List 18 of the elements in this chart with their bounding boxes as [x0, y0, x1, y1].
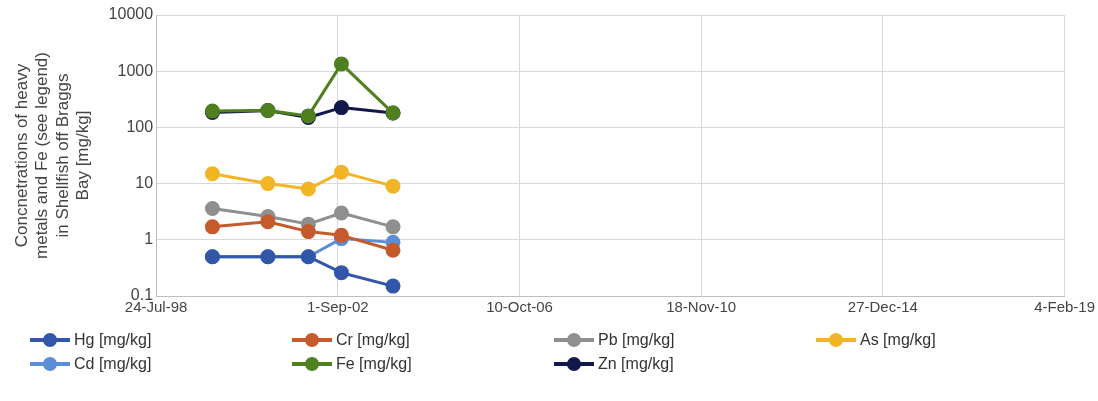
y-tick-label: 100 [126, 117, 154, 135]
y-tick-label: 10000 [108, 5, 154, 23]
x-tick-label: 18-Nov-10 [666, 298, 737, 316]
y-axis-title: Concnetrations of heavy metals and Fe (see legend) in Shellfish off Braggs Bay [mg/kg] [11, 52, 93, 259]
legend-label: Fe [mg/kg] [336, 355, 412, 373]
x-tick-label: 4-Feb-19 [1034, 298, 1096, 316]
x-tick-label: 1-Sep-02 [306, 298, 369, 316]
y-tick-label: 10 [135, 174, 154, 192]
legend-label: Pb [mg/kg] [598, 331, 675, 349]
y-tick-label: 1000 [117, 61, 154, 79]
legend-label: As [mg/kg] [860, 331, 936, 349]
x-tick-label: 10-Oct-06 [486, 298, 553, 316]
legend-label: Hg [mg/kg] [74, 331, 152, 349]
y-tick-label: 1 [144, 230, 154, 248]
legend-label: Cd [mg/kg] [74, 355, 152, 373]
x-tick-label: 27-Dec-14 [847, 298, 918, 316]
legend-label: Cr [mg/kg] [336, 331, 410, 349]
legend-label: Zn [mg/kg] [598, 355, 674, 373]
